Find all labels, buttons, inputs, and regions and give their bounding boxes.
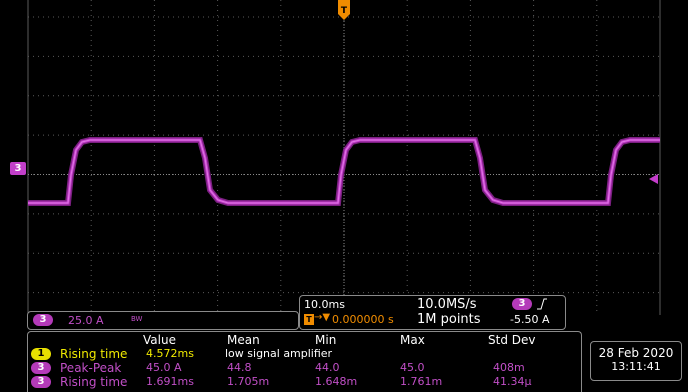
ch3-ground-marker[interactable]: 3 [10,162,26,175]
header-max: Max [400,333,425,347]
measurement-mean: 1.705m [227,375,270,388]
measurement-max: 45.0 [400,361,425,374]
bandwidth-limit-icon: BW [131,315,143,323]
measurement-min: 44.0 [315,361,340,374]
measurement-std-dev: 41.34µ [493,375,532,388]
header-value: Value [143,333,176,347]
trigger-position-icon: T [304,314,314,325]
measurement-max: 1.761m [400,375,443,388]
measurement-header-row: Value Mean Min Max Std Dev [28,333,581,347]
waveform-trace-layer [28,139,660,204]
header-std-dev: Std Dev [488,333,536,347]
header-min: Min [315,333,337,347]
header-mean: Mean [227,333,260,347]
measurement-mean: 44.8 [227,361,252,374]
measurement-value: 4.572ms [146,347,194,360]
date: 28 Feb 2020 [598,346,674,360]
trigger-marker-top[interactable]: T [338,0,350,20]
measurement-note: low signal amplifier [225,347,333,360]
waveform-trace-layer [28,137,660,206]
trigger-level: -5.50 A [510,313,550,326]
ch3-waveform [28,137,660,206]
ch1-badge: 1 [31,348,51,360]
measurement-label: Rising time [60,375,128,389]
measurement-row[interactable]: 3 Rising time 1.691ms 1.705m 1.648m 1.76… [28,375,581,389]
measurement-min: 1.648m [315,375,358,388]
waveform-display: T [27,0,661,315]
time: 13:11:41 [611,360,661,373]
trigger-arrow-icon: →▼ [314,312,331,323]
trigger-position-value: 0.000000 s [332,313,394,326]
measurement-label: Peak-Peak [60,361,122,375]
time-per-div: 10.0ms [304,298,345,311]
rising-edge-icon [537,298,547,310]
trigger-source-badge: 3 [512,298,532,310]
datetime-panel[interactable]: 28 Feb 2020 13:11:41 [590,341,682,381]
measurement-std-dev: 408m [493,361,525,374]
ch3-scale-value: 25.0 A [68,314,104,327]
ch3-badge: 3 [31,376,51,388]
sample-rate: 10.0MS/s [417,297,477,312]
measurement-row[interactable]: 3 Peak-Peak 45.0 A 44.8 44.0 45.0 408m [28,361,581,375]
measurement-value: 45.0 A [146,361,182,374]
measurement-table[interactable]: Value Mean Min Max Std Dev 1 Rising time… [27,331,582,392]
measurement-row[interactable]: 1 Rising time 4.572ms low signal amplifi… [28,347,581,361]
ch3-badge: 3 [31,362,51,374]
measurement-label: Rising time [60,347,128,361]
trigger-level-icon[interactable] [649,174,658,184]
trigger-marker-label: T [341,6,348,16]
measurement-value: 1.691ms [146,375,194,388]
timebase-panel[interactable]: 10.0ms T →▼ 0.000000 s 10.0MS/s 1M point… [299,295,566,330]
ch3-scale-panel[interactable]: 3 25.0 A BW [27,311,299,330]
record-length: 1M points [417,312,481,327]
ch3-badge: 3 [33,314,53,326]
